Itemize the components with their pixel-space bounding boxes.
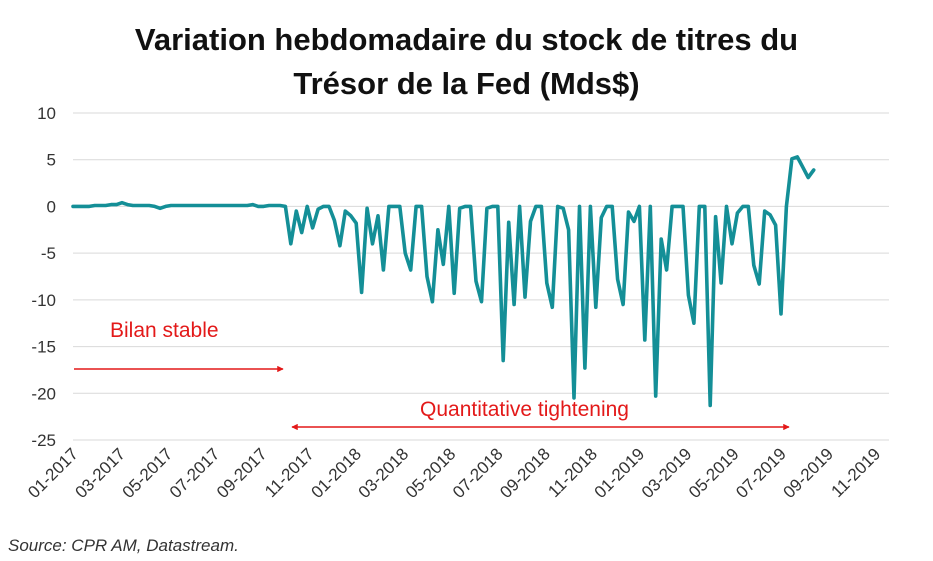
x-tick-label: 05-2019 <box>685 444 743 502</box>
x-tick-label: 09-2018 <box>496 444 554 502</box>
y-tick-label: -10 <box>31 291 56 310</box>
y-axis-labels: 10 5 0 -5 -10 -15 -20 -25 <box>31 104 56 450</box>
x-tick-label: 01-2017 <box>24 444 82 502</box>
x-tick-label: 05-2017 <box>119 444 177 502</box>
x-tick-label: 07-2019 <box>732 444 790 502</box>
x-tick-label: 11-2019 <box>828 444 885 501</box>
x-tick-label: 11-2018 <box>544 444 601 501</box>
source-note: Source: CPR AM, Datastream. <box>8 536 239 555</box>
annotation-quantitative-tightening: Quantitative tightening <box>420 398 629 421</box>
x-tick-label: 07-2017 <box>166 444 224 502</box>
x-tick-label: 03-2017 <box>71 444 129 502</box>
x-tick-label: 01-2019 <box>591 444 649 502</box>
y-tick-label: 0 <box>47 197 56 216</box>
y-tick-label: 5 <box>47 151 56 170</box>
annotations: Bilan stable Quantitative tightening <box>74 319 790 431</box>
x-tick-label: 07-2018 <box>449 444 507 502</box>
x-tick-label: 03-2019 <box>638 444 696 502</box>
x-tick-label: 09-2017 <box>213 444 271 502</box>
x-tick-label: 03-2018 <box>355 444 413 502</box>
y-tick-label: -15 <box>31 338 56 357</box>
x-tick-label: 01-2018 <box>307 444 365 502</box>
x-axis-labels: 01-201703-201705-201707-201709-201711-20… <box>24 444 884 502</box>
y-tick-label: -25 <box>31 431 56 450</box>
chart-title: Variation hebdomadaire du stock de titre… <box>0 18 933 106</box>
x-tick-label: 11-2017 <box>261 444 318 501</box>
x-tick-label: 09-2019 <box>779 444 837 502</box>
gridlines <box>73 112 889 441</box>
y-tick-label: 10 <box>37 104 56 123</box>
y-tick-label: -5 <box>41 244 56 263</box>
y-tick-label: -20 <box>31 384 56 403</box>
annotation-bilan-stable: Bilan stable <box>110 319 219 342</box>
chart-title-line1: Variation hebdomadaire du stock de titre… <box>134 22 799 57</box>
chart-title-line2: Trésor de la Fed (Mds$) <box>293 66 640 101</box>
series-line <box>71 155 816 408</box>
x-tick-label: 05-2018 <box>402 444 460 502</box>
